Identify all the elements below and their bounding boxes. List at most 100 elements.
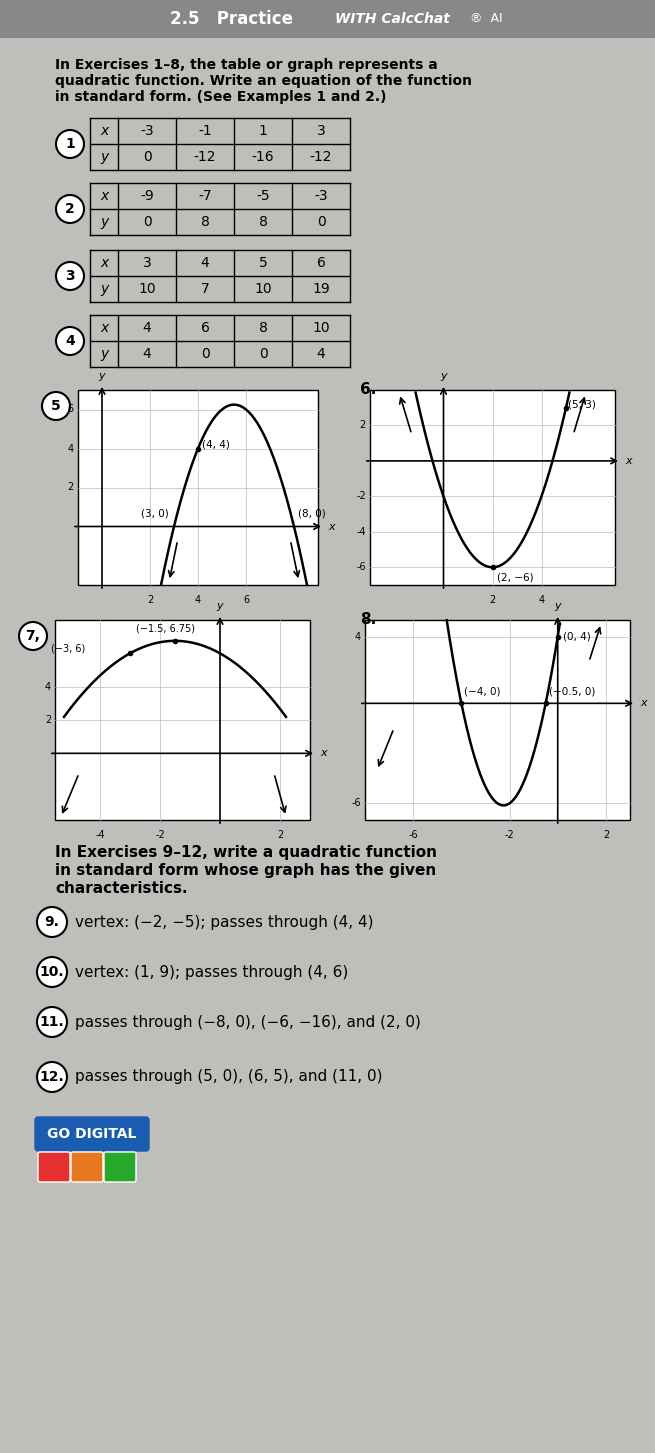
Bar [78, 389, 318, 586]
Text: 6: 6 [243, 594, 249, 604]
Text: -3: -3 [140, 124, 154, 138]
Circle shape [56, 195, 84, 222]
Text: 5: 5 [259, 256, 267, 270]
Text: 5: 5 [51, 400, 61, 413]
Text: 4: 4 [200, 256, 210, 270]
Text: 0: 0 [143, 215, 151, 230]
Text: 2: 2 [45, 715, 51, 725]
Text: 1: 1 [259, 124, 267, 138]
Text: 0: 0 [259, 347, 267, 360]
Text: (0, 4): (0, 4) [563, 632, 590, 642]
Text: -3: -3 [314, 189, 328, 203]
Text: (−3, 6): (−3, 6) [50, 644, 85, 654]
Bar [365, 620, 630, 819]
Text: (5, 3): (5, 3) [569, 400, 596, 410]
Text: 2: 2 [277, 830, 283, 840]
Text: 10.: 10. [40, 965, 64, 979]
Text: 4: 4 [316, 347, 326, 360]
Text: 0: 0 [316, 215, 326, 230]
Text: (2, −6): (2, −6) [497, 572, 534, 583]
Text: y: y [100, 347, 108, 360]
Text: x: x [100, 189, 108, 203]
Text: 3: 3 [143, 256, 151, 270]
Text: 8.: 8. [360, 612, 376, 628]
Bar [0, 0, 655, 38]
Text: 2: 2 [147, 594, 153, 604]
Text: y: y [440, 371, 447, 381]
Text: 4: 4 [45, 681, 51, 692]
Text: vertex: (1, 9); passes through (4, 6): vertex: (1, 9); passes through (4, 6) [75, 965, 348, 979]
Text: 10: 10 [254, 282, 272, 296]
Circle shape [42, 392, 70, 420]
Text: -1: -1 [198, 124, 212, 138]
Text: -16: -16 [252, 150, 274, 164]
Text: (4, 4): (4, 4) [202, 440, 230, 449]
Text: -9: -9 [140, 189, 154, 203]
Text: -6: -6 [408, 830, 418, 840]
Text: characteristics.: characteristics. [55, 881, 187, 897]
Text: 6: 6 [68, 404, 74, 414]
Text: x: x [328, 522, 335, 532]
Text: x: x [625, 456, 631, 466]
Text: y: y [100, 150, 108, 164]
Text: -2: -2 [504, 830, 514, 840]
Text: -5: -5 [256, 189, 270, 203]
Text: -2: -2 [155, 830, 165, 840]
Text: 6: 6 [200, 321, 210, 336]
Text: -12: -12 [194, 150, 216, 164]
Text: (−4, 0): (−4, 0) [464, 687, 501, 696]
Text: -12: -12 [310, 150, 332, 164]
Text: 10: 10 [312, 321, 330, 336]
Text: 4: 4 [143, 321, 151, 336]
Text: In Exercises 1–8, the table or graph represents a: In Exercises 1–8, the table or graph rep… [55, 58, 438, 73]
Text: y: y [217, 602, 223, 612]
Text: (8, 0): (8, 0) [298, 509, 326, 519]
Text: 4: 4 [355, 632, 361, 642]
Text: 2: 2 [489, 594, 496, 604]
Text: vertex: (−2, −5); passes through (4, 4): vertex: (−2, −5); passes through (4, 4) [75, 914, 373, 930]
Text: 7,: 7, [26, 629, 41, 644]
Text: -7: -7 [198, 189, 212, 203]
Text: GO DIGITAL: GO DIGITAL [47, 1128, 137, 1141]
Text: 10: 10 [138, 282, 156, 296]
Text: 8: 8 [259, 321, 267, 336]
Text: -6: -6 [356, 562, 366, 572]
Text: 4: 4 [68, 443, 74, 453]
Circle shape [37, 958, 67, 987]
Circle shape [37, 907, 67, 937]
Text: (3, 0): (3, 0) [141, 509, 169, 519]
Text: 4: 4 [538, 594, 544, 604]
Circle shape [37, 1062, 67, 1093]
Text: 9.: 9. [45, 915, 60, 928]
Text: 7: 7 [200, 282, 210, 296]
Text: -2: -2 [356, 491, 366, 501]
Text: (−1.5, 6.75): (−1.5, 6.75) [136, 623, 195, 634]
Text: ®  AI: ® AI [470, 13, 502, 26]
Text: 8: 8 [200, 215, 210, 230]
Bar [370, 389, 615, 586]
Text: y: y [100, 282, 108, 296]
Text: 3: 3 [66, 269, 75, 283]
Circle shape [56, 129, 84, 158]
Text: y: y [99, 371, 105, 381]
Text: in standard form. (See Examples 1 and 2.): in standard form. (See Examples 1 and 2.… [55, 90, 386, 105]
FancyBboxPatch shape [104, 1152, 136, 1181]
Text: 12.: 12. [39, 1069, 64, 1084]
Text: 1: 1 [65, 137, 75, 151]
Text: 3: 3 [316, 124, 326, 138]
Text: (−0.5, 0): (−0.5, 0) [549, 687, 595, 696]
Text: x: x [320, 748, 327, 758]
Text: 0: 0 [143, 150, 151, 164]
Text: x: x [100, 256, 108, 270]
Bar [55, 620, 310, 819]
Text: 19: 19 [312, 282, 330, 296]
Circle shape [37, 1007, 67, 1037]
FancyBboxPatch shape [71, 1152, 103, 1181]
Text: 2: 2 [65, 202, 75, 216]
Circle shape [56, 262, 84, 291]
Circle shape [19, 622, 47, 649]
Text: quadratic function. Write an equation of the function: quadratic function. Write an equation of… [55, 74, 472, 89]
Text: 6: 6 [316, 256, 326, 270]
Text: 2.5   Practice: 2.5 Practice [170, 10, 293, 28]
Circle shape [56, 327, 84, 355]
